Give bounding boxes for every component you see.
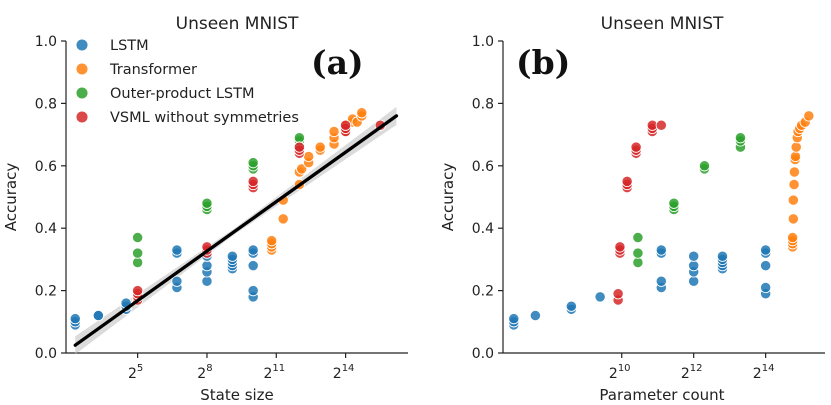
y-tick-label: 0.8 [472, 96, 494, 112]
data-point [328, 125, 340, 138]
data-point [621, 175, 633, 188]
legend-marker [75, 110, 89, 124]
data-point [787, 213, 799, 225]
x-tick-label: 28 [197, 363, 212, 382]
y-tick-label: 1.0 [472, 34, 494, 50]
panel-a-x-axis-label: State size [200, 386, 274, 404]
data-point [789, 150, 802, 163]
y-tick-label: 0.6 [35, 159, 57, 175]
data-point [339, 119, 352, 131]
y-tick-label: 0.8 [35, 96, 57, 112]
data-point [655, 244, 667, 256]
data-point [632, 231, 644, 244]
legend-marker [75, 38, 89, 52]
x-tick-label: 214 [753, 363, 775, 382]
data-point [293, 132, 306, 144]
legend-label: VSML without symmetries [110, 110, 299, 126]
data-point [247, 244, 259, 256]
chart-panel-a: Unseen MNIST (a) 0.0 0.2 0.4 0.6 0.8 1.0 25 28… [2, 14, 408, 404]
data-point [630, 141, 642, 153]
regression-line [73, 114, 399, 347]
data-point [247, 157, 259, 169]
y-tick-label: 0.0 [472, 346, 494, 362]
data-point [565, 300, 578, 312]
data-point [131, 231, 144, 244]
panel-b-x-axis-label: Parameter count [599, 386, 724, 404]
data-point [786, 231, 799, 244]
data-point [247, 284, 259, 297]
data-point [655, 275, 667, 287]
data-point [226, 250, 239, 262]
data-point [668, 197, 680, 209]
data-point [790, 141, 802, 153]
data-point [314, 141, 326, 153]
data-point [247, 259, 259, 272]
y-tick-label: 0.6 [472, 159, 494, 175]
data-point [716, 250, 729, 262]
x-tick-label: 210 [609, 363, 631, 382]
data-point [201, 197, 213, 209]
data-point [787, 194, 799, 206]
data-point [277, 213, 289, 225]
y-tick-label: 0.2 [35, 284, 57, 300]
data-point [131, 247, 144, 259]
data-point [688, 250, 700, 262]
data-point [734, 132, 747, 144]
data-point [788, 178, 800, 191]
data-point [612, 288, 624, 300]
legend-label: Transformer [109, 62, 197, 78]
panel-a-title: Unseen MNIST [176, 14, 299, 34]
legend-marker [75, 62, 89, 76]
data-point [293, 141, 306, 153]
data-point [594, 291, 606, 303]
panel-a-y-axis-label: Accuracy [2, 163, 20, 232]
data-point [698, 160, 711, 172]
data-point [529, 309, 542, 322]
data-point [201, 275, 213, 287]
x-tick-label: 211 [263, 363, 285, 382]
y-tick-label: 0.0 [35, 346, 57, 362]
y-tick-label: 0.2 [472, 284, 494, 300]
y-tick-label: 0.4 [472, 221, 494, 237]
data-point [69, 313, 81, 325]
legend: LSTM Transformer Outer-product LSTM VSML wi… [75, 38, 299, 126]
data-point [632, 247, 644, 259]
data-point [632, 256, 644, 269]
data-point [688, 275, 700, 287]
data-point [171, 244, 183, 256]
panel-b-label: (b) [516, 43, 570, 82]
legend-marker [75, 86, 89, 100]
panel-b-y-axis-label: Accuracy [439, 163, 457, 232]
data-point [759, 281, 772, 294]
panel-a-label: (a) [311, 43, 364, 82]
data-point [508, 313, 520, 325]
data-point [92, 309, 105, 322]
y-tick-label: 0.4 [35, 221, 57, 237]
panel-b-title: Unseen MNIST [601, 14, 724, 34]
y-tick-label: 1.0 [35, 34, 57, 50]
x-tick-label: 212 [681, 363, 703, 382]
data-point [788, 166, 801, 178]
data-point [201, 259, 213, 272]
legend-label: Outer-product LSTM [110, 86, 255, 102]
chart-panel-b: Unseen MNIST (b) 0.0 0.2 0.4 0.6 0.8 1.0 210 2… [439, 14, 825, 404]
data-point [131, 256, 144, 269]
data-point [356, 107, 368, 119]
data-point [759, 259, 772, 272]
data-point [296, 163, 308, 175]
data-point [759, 244, 772, 256]
x-tick-label: 214 [333, 363, 355, 382]
data-point [247, 175, 259, 188]
x-tick-label: 25 [128, 363, 143, 382]
data-point [803, 110, 815, 122]
data-point [614, 241, 626, 253]
legend-label: LSTM [110, 38, 149, 54]
data-point [266, 235, 278, 247]
data-point [171, 275, 183, 287]
data-point [688, 259, 700, 272]
data-point [131, 284, 144, 297]
data-point [655, 119, 667, 131]
